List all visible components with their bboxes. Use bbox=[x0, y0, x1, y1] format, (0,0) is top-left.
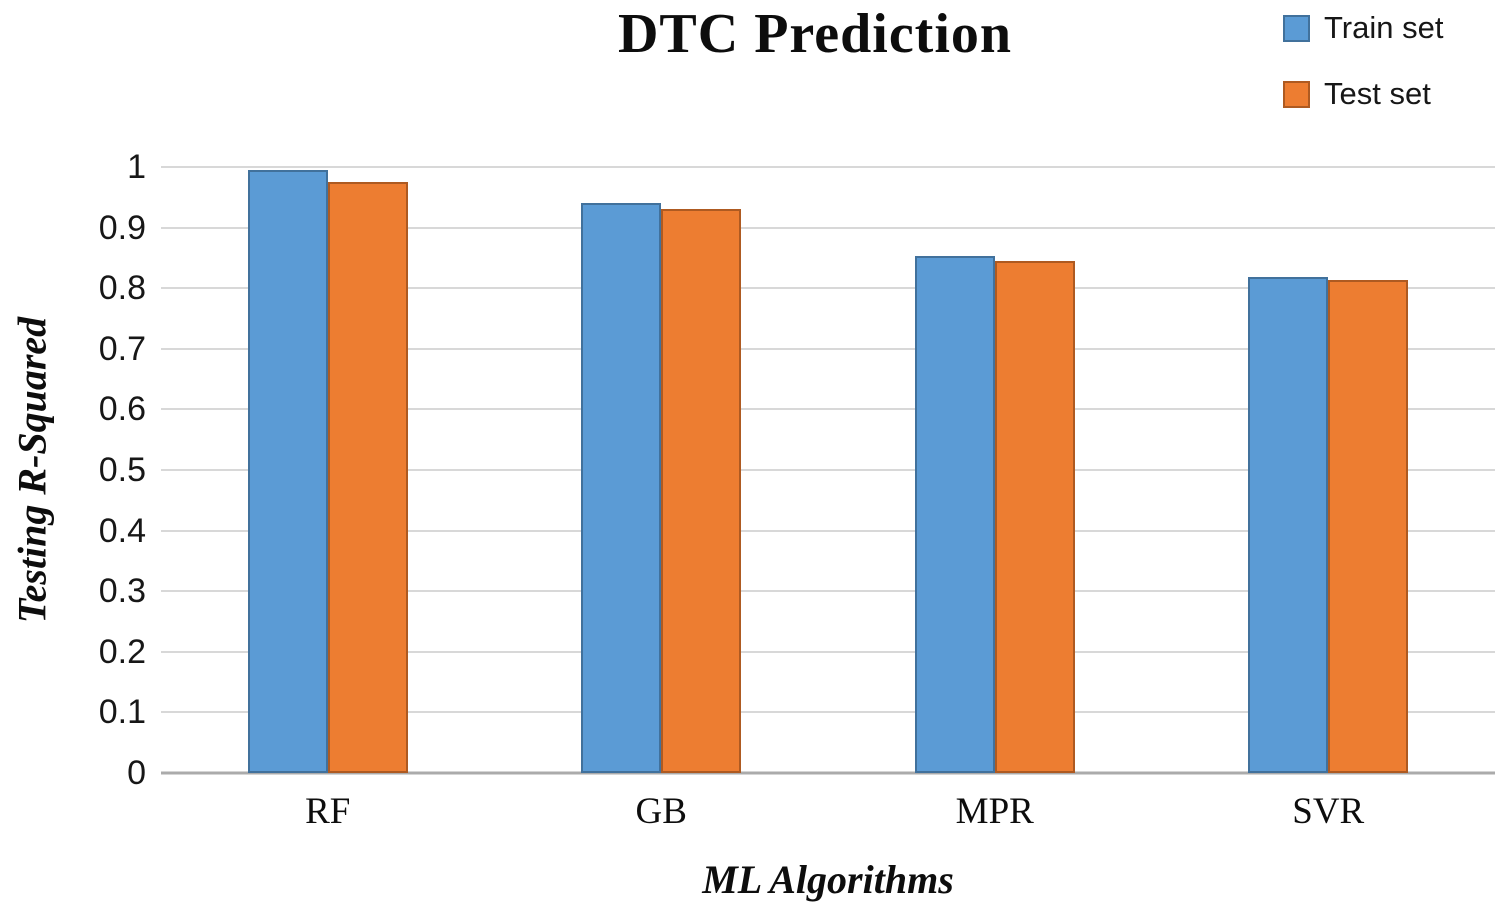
bar-test-set-rf bbox=[327, 182, 408, 773]
legend-label-test-set: Test set bbox=[1324, 76, 1431, 111]
legend-label-train-set: Train set bbox=[1324, 10, 1444, 45]
y-gridline bbox=[161, 166, 1495, 168]
x-category-label-mpr: MPR bbox=[955, 791, 1034, 832]
y-tick-label-0.7: 0.7 bbox=[98, 329, 146, 368]
y-tick-label-0.8: 0.8 bbox=[98, 269, 146, 308]
bar-group-mpr bbox=[828, 167, 1162, 773]
y-tick-label-0.2: 0.2 bbox=[98, 632, 146, 671]
y-gridline bbox=[161, 650, 1495, 653]
legend-item-train-set: Train set bbox=[1283, 10, 1443, 46]
train-set-swatch-icon bbox=[1283, 14, 1310, 42]
x-category-label-svr: SVR bbox=[1292, 791, 1365, 832]
y-gridline bbox=[161, 347, 1495, 350]
x-axis-category-labels: RF GB MPR SVR bbox=[161, 790, 1495, 840]
y-tick-label-0.3: 0.3 bbox=[98, 572, 146, 611]
x-category-label-gb: GB bbox=[635, 791, 687, 832]
y-tick-label-0.9: 0.9 bbox=[98, 208, 146, 247]
y-gridline bbox=[161, 226, 1495, 229]
y-gridline bbox=[161, 711, 1495, 714]
y-tick-label-0.6: 0.6 bbox=[98, 390, 146, 429]
plot-area bbox=[161, 166, 1496, 775]
bar-train-set-gb bbox=[581, 203, 662, 773]
y-tick-label-1: 1 bbox=[127, 148, 146, 186]
x-axis-line bbox=[161, 771, 1495, 775]
y-gridline bbox=[161, 590, 1495, 593]
y-tick-label-0.5: 0.5 bbox=[98, 451, 146, 489]
legend: Train set Test set bbox=[1283, 10, 1443, 112]
bar-group-gb bbox=[495, 167, 829, 773]
bar-train-set-rf bbox=[247, 170, 328, 773]
legend-item-test-set: Test set bbox=[1283, 76, 1443, 112]
y-gridline bbox=[161, 469, 1495, 471]
bar-train-set-mpr bbox=[914, 256, 995, 773]
y-gridline bbox=[161, 287, 1495, 290]
y-tick-label-0.1: 0.1 bbox=[98, 693, 146, 732]
test-set-swatch-icon bbox=[1283, 80, 1310, 108]
y-gridline bbox=[161, 408, 1495, 411]
y-tick-label-0.4: 0.4 bbox=[98, 511, 146, 550]
bar-test-set-svr bbox=[1328, 280, 1409, 773]
y-tick-label-0: 0 bbox=[127, 754, 146, 792]
x-category-label-rf: RF bbox=[305, 791, 351, 832]
chart-title: DTC Prediction bbox=[617, 3, 1013, 65]
bar-train-set-svr bbox=[1248, 277, 1329, 773]
x-axis-title: ML Algorithms bbox=[702, 857, 954, 902]
y-axis-tick-labels: 0 0.1 0.2 0.3 0.4 0.5 0.6 0.7 0.8 0.9 1 bbox=[0, 150, 146, 790]
bar-test-set-mpr bbox=[994, 260, 1075, 773]
bar-test-set-gb bbox=[661, 209, 742, 773]
y-gridline bbox=[161, 529, 1495, 532]
bar-group-svr bbox=[1162, 167, 1496, 773]
bar-group-rf bbox=[161, 167, 495, 773]
